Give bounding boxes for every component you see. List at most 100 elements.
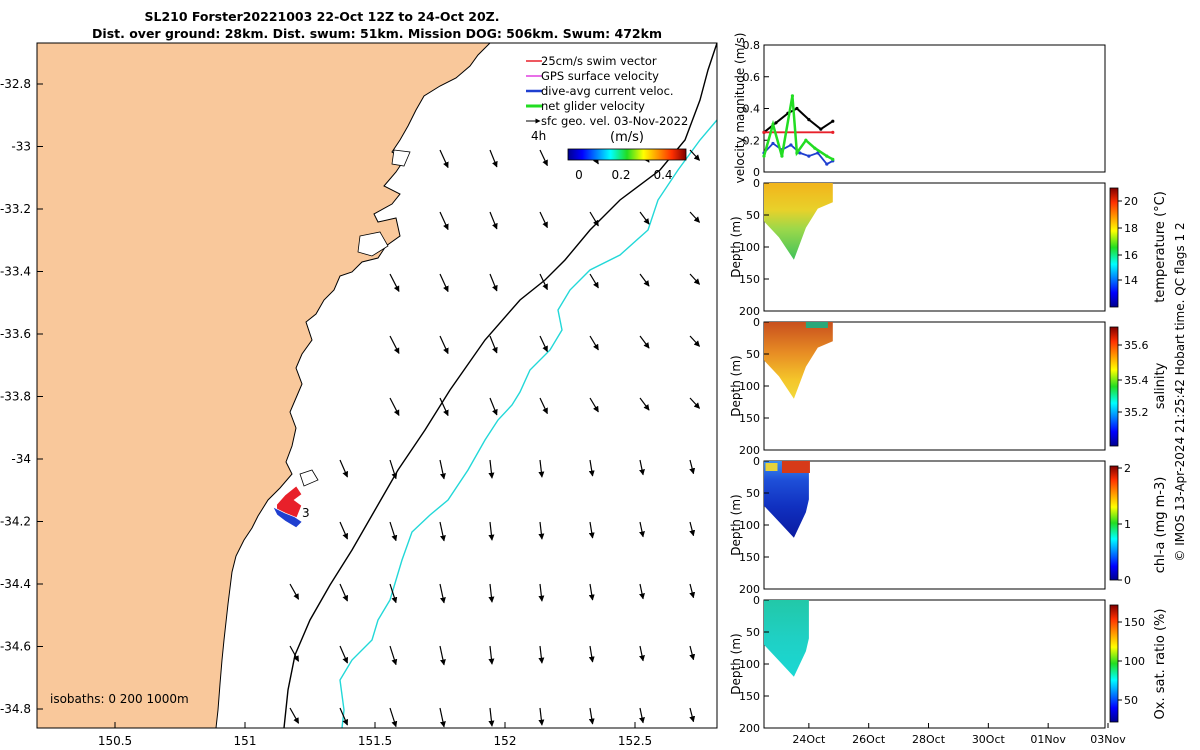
velocity-point [790, 94, 795, 98]
map-y-tick-label: -33.6 [0, 327, 31, 341]
velocity-arrow [289, 583, 300, 600]
velocity-point [825, 162, 829, 166]
velocity-arrow [389, 645, 398, 666]
section-y-tick-label: 150 [739, 551, 760, 564]
map-y-tick-label: -34.8 [0, 702, 31, 716]
velocity-arrow [439, 521, 446, 542]
map-x-axis: 150.5 151 151.5 152 152.5 [98, 722, 652, 748]
velocity-point [798, 151, 802, 155]
section-colorbar-tick-label: 35.6 [1124, 339, 1149, 352]
map-y-tick-label: -33.4 [0, 265, 31, 279]
velocity-arrow [639, 645, 645, 662]
velocity-arrow [439, 583, 446, 604]
section-colorbar-tick-label: 35.2 [1124, 406, 1149, 419]
velocity-arrow [588, 521, 595, 539]
lake-icon [391, 149, 411, 167]
velocity-arrow [639, 707, 645, 724]
section-colorbar [1109, 465, 1119, 581]
velocity-arrow [389, 707, 398, 728]
velocity-arrow [488, 645, 495, 665]
velocity-ylabel: velocity magnitude (m/s) [733, 33, 747, 184]
swim-vector-track [277, 486, 302, 518]
date-tick-label: 03Nov [1090, 733, 1126, 746]
section-colorbar-tick-label: 150 [1124, 616, 1145, 629]
lake-icon [357, 231, 389, 257]
velocity-arrow [588, 707, 595, 725]
velocity-arrow [539, 273, 548, 291]
legend-net-glider-velocity: net glider velocity [541, 99, 645, 113]
section-y-tick-label: 0 [753, 316, 760, 329]
map-colorbar-tick-label: 0.4 [653, 168, 672, 182]
section-y-tick-label: 200 [739, 305, 760, 318]
section-panel-3: 0 50 100 150 200 Depth (m) 0 1 2 chl-a (mg m-3) [729, 455, 1168, 596]
section-panel-2: 0 50 100 150 200 Depth (m) 35.2 35.4 35.6 salinit… [729, 316, 1168, 457]
map-y-tick-label: -33 [11, 140, 31, 154]
velocity-point [771, 141, 775, 146]
velocity-arrow [439, 149, 449, 169]
map-x-tick-label: 151 [234, 734, 257, 748]
map-y-tick-label: -33.8 [0, 390, 31, 404]
velocity-arrow [339, 645, 349, 664]
velocity-panel: 0 0.2 0.4 0.6 0.8 velocity magnitude (m/s) [733, 33, 1106, 184]
isobaths-label: isobaths: 0 200 1000m [50, 692, 189, 706]
velocity-arrow [588, 459, 595, 477]
date-tick-label: 24Oct [792, 733, 826, 746]
velocity-arrow [589, 273, 599, 289]
velocity-point [831, 157, 835, 161]
section-colorbar-label: chl-a (mg m-3) [1153, 477, 1168, 574]
section-y-tick-label: 200 [739, 444, 760, 457]
velocity-y-tick-label: 0.4 [743, 103, 761, 116]
velocity-arrow [439, 335, 449, 355]
section-y-tick-label: 150 [739, 273, 760, 286]
map-x-tick-label: 152 [494, 734, 517, 748]
velocity-arrow [639, 521, 645, 538]
map-panel: 3 150.5 151 151.5 152 152.5 -32.8 -33 -33.2 -33… [0, 42, 718, 748]
velocity-point [762, 130, 766, 134]
velocity-arrow [389, 459, 398, 480]
section-y-tick-label: 100 [739, 241, 760, 254]
velocity-point [807, 118, 811, 122]
velocity-y-tick-label: 0.2 [743, 134, 761, 147]
map-colorbar-tick-label: 0 [575, 168, 583, 182]
date-x-axis: 24Oct 26Oct 28Oct 30Oct 01Nov 03Nov [792, 723, 1126, 746]
hours-label: 4h [531, 129, 546, 143]
map-y-tick-label: -33.2 [0, 202, 31, 216]
velocity-y-axis: 0 0.2 0.4 0.6 0.8 [743, 39, 769, 179]
velocity-arrow [589, 397, 599, 413]
section-data-fill [764, 322, 833, 399]
date-tick-label: 26Oct [852, 733, 886, 746]
map-x-tick-label: 150.5 [98, 734, 132, 748]
velocity-arrow [389, 397, 400, 416]
velocity-arrow [639, 335, 650, 349]
velocity-point [831, 119, 835, 123]
chl-patch [765, 463, 778, 471]
legend-gps-velocity: GPS surface velocity [541, 69, 659, 83]
velocity-point [795, 151, 799, 155]
velocity-arrow [339, 521, 349, 540]
velocity-arrow [489, 273, 498, 292]
map-title-line2: Dist. over ground: 28km. Dist. swum: 51k… [92, 26, 662, 41]
section-axes [763, 460, 1106, 590]
velocity-arrow [389, 335, 400, 354]
velocity-arrow [489, 335, 498, 354]
velocity-arrow [389, 583, 398, 604]
velocity-arrow [689, 273, 700, 285]
velocity-arrow [389, 273, 400, 292]
date-tick-label: 01Nov [1030, 733, 1066, 746]
velocity-arrow [489, 149, 498, 168]
section-colorbar-label: temperature (°C) [1153, 191, 1168, 303]
legend-swim-vector: 25cm/s swim vector [541, 54, 657, 68]
velocity-arrow [589, 335, 599, 351]
legend-dive-avg-current: dive-avg current veloc. [541, 84, 674, 98]
section-ylabel: Depth (m) [729, 494, 743, 555]
map-y-tick-label: -34.6 [0, 640, 31, 654]
velocity-arrow [339, 707, 349, 726]
velocity-point [774, 121, 778, 125]
map-legend: 25cm/s swim vector GPS surface velocity … [526, 54, 688, 128]
section-ylabel: Depth (m) [729, 355, 743, 416]
section-colorbar-tick-label: 20 [1124, 195, 1138, 208]
velocity-arrow [289, 707, 300, 724]
velocity-point [819, 127, 823, 131]
velocity-arrow [639, 583, 645, 600]
